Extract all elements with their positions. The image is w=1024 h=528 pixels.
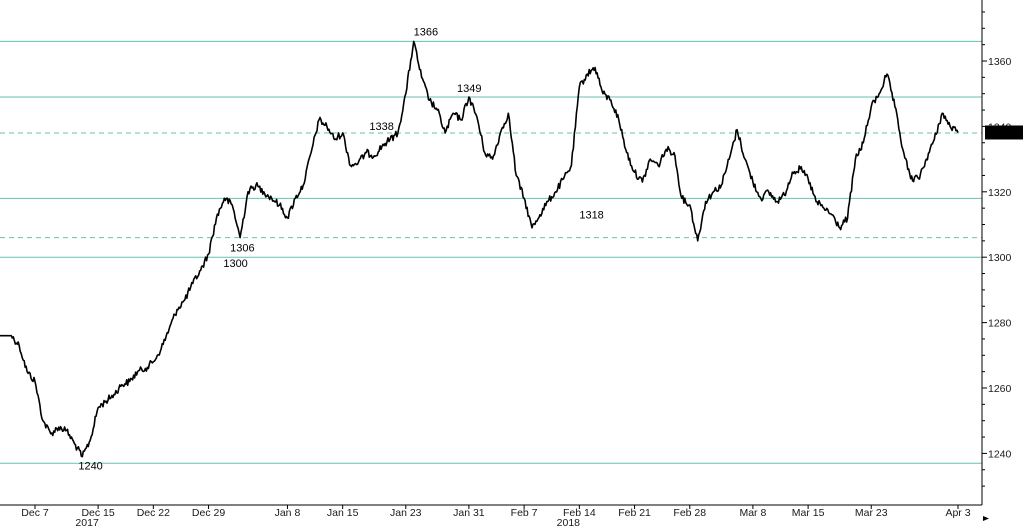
x-tick-label: Dec 22 xyxy=(137,507,170,519)
x-tick-label: Jan 23 xyxy=(390,507,422,519)
x-tick-label: Feb 21 xyxy=(618,507,651,519)
x-year-label: 2017 xyxy=(75,517,99,528)
x-tick-label: Feb 7 xyxy=(511,507,538,519)
y-tick-label: 1280 xyxy=(988,318,1012,330)
scroll-right-icon[interactable] xyxy=(983,516,989,521)
x-tick-label: Mar 15 xyxy=(792,507,825,519)
level-label-1300: 1300 xyxy=(223,258,247,270)
level-label-1240: 1240 xyxy=(78,460,102,472)
level-label-1318: 1318 xyxy=(579,209,603,221)
x-tick-label: Jan 15 xyxy=(327,507,359,519)
x-tick-label: Apr 3 xyxy=(945,507,970,519)
level-label-1349: 1349 xyxy=(457,83,481,95)
level-label-1306: 1306 xyxy=(230,243,254,255)
reference-lines xyxy=(0,40,982,464)
x-tick-label: Mar 23 xyxy=(855,507,888,519)
last-value-marker: 1338.14 xyxy=(985,125,1023,140)
price-series xyxy=(0,40,959,458)
last-value-box xyxy=(985,125,1023,140)
x-tick-label: Dec 15 xyxy=(81,507,114,519)
x-tick-label: Dec 29 xyxy=(192,507,225,519)
x-tick-label: Dec 7 xyxy=(21,507,49,519)
x-tick-label: Jan 8 xyxy=(275,507,301,519)
y-tick-label: 1320 xyxy=(988,187,1012,199)
level-label-1366: 1366 xyxy=(414,26,438,38)
y-axis-ticks: 1240126012801300132013401360 xyxy=(982,11,1012,487)
price-line xyxy=(0,40,959,458)
x-tick-label: Jan 31 xyxy=(453,507,485,519)
x-tick-label: Feb 28 xyxy=(673,507,706,519)
y-tick-label: 1300 xyxy=(988,252,1012,264)
level-label-1338: 1338 xyxy=(369,121,393,133)
y-tick-label: 1260 xyxy=(988,383,1012,395)
last-value-label: 1338.14 xyxy=(985,127,1023,139)
x-year-label: 2018 xyxy=(557,517,581,528)
x-tick-label: Feb 14 xyxy=(563,507,596,519)
x-tick-label: Mar 8 xyxy=(739,507,766,519)
y-tick-label: 1360 xyxy=(988,56,1012,68)
level-annotations: 1366 1349 1338 1318 1306 1300 1240 xyxy=(78,26,603,472)
x-axis-ticks: Dec 7 Dec 15 Dec 22 Dec 29 Jan 8 Jan 15 Jan 23… xyxy=(21,505,971,528)
y-tick-label: 1240 xyxy=(988,448,1012,460)
